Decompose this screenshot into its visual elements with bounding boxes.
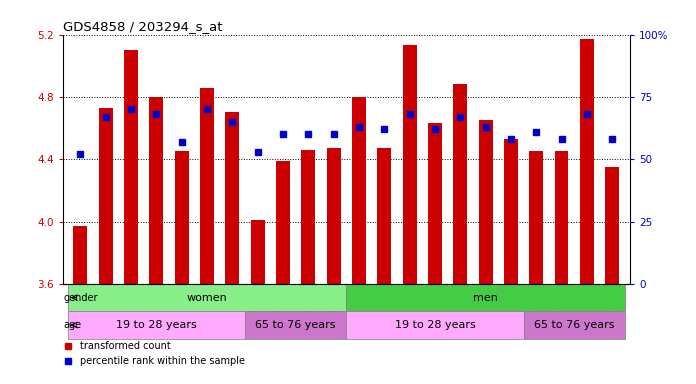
Bar	[326, 148, 340, 284]
Text: 65 to 76 years: 65 to 76 years	[534, 320, 615, 330]
Bar	[301, 150, 315, 284]
Bar	[523, 311, 625, 339]
Bar	[347, 311, 523, 339]
Bar	[347, 284, 625, 311]
Bar	[68, 311, 245, 339]
Text: 19 to 28 years: 19 to 28 years	[395, 320, 475, 330]
Bar	[226, 113, 239, 284]
Bar	[606, 167, 619, 284]
Bar	[200, 88, 214, 284]
Bar	[150, 97, 164, 284]
Bar	[276, 161, 290, 284]
Bar	[352, 97, 366, 284]
Text: transformed count: transformed count	[79, 341, 171, 351]
Bar	[377, 148, 391, 284]
Text: gender: gender	[63, 293, 97, 303]
Bar	[99, 108, 113, 284]
Text: men: men	[473, 293, 498, 303]
Bar	[555, 151, 569, 284]
Text: GDS4858 / 203294_s_at: GDS4858 / 203294_s_at	[63, 20, 222, 33]
Text: age: age	[63, 320, 81, 330]
Bar	[428, 123, 442, 284]
Bar	[453, 84, 467, 284]
Bar	[245, 311, 347, 339]
Bar	[68, 284, 347, 311]
Bar	[73, 226, 87, 284]
Bar	[402, 45, 416, 284]
Bar	[479, 120, 493, 284]
Text: 19 to 28 years: 19 to 28 years	[116, 320, 197, 330]
Text: percentile rank within the sample: percentile rank within the sample	[79, 356, 245, 366]
Text: women: women	[187, 293, 228, 303]
Bar	[529, 151, 543, 284]
Text: 65 to 76 years: 65 to 76 years	[255, 320, 336, 330]
Bar	[124, 50, 138, 284]
Bar	[504, 139, 518, 284]
Bar	[175, 151, 189, 284]
Bar	[580, 39, 594, 284]
Bar	[251, 220, 264, 284]
